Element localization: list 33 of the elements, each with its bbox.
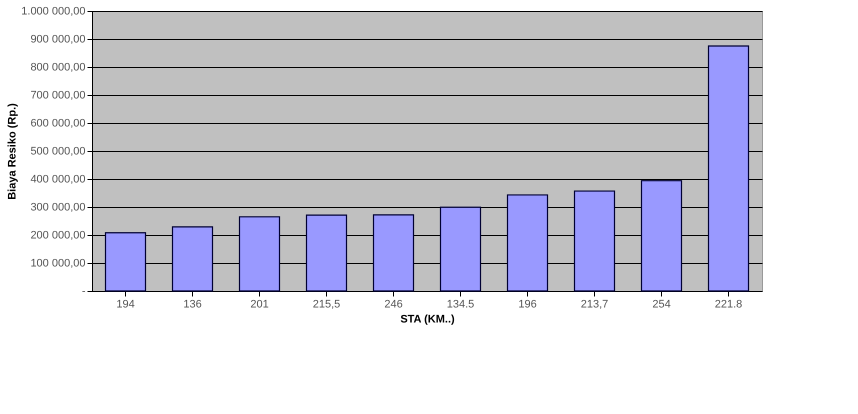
- y-tick-label: 800 000,00: [30, 62, 86, 74]
- bar: [708, 45, 750, 292]
- bar: [306, 214, 348, 292]
- bar: [506, 194, 548, 292]
- y-tick-label: 400 000,00: [30, 174, 86, 186]
- y-tick-label: 300 000,00: [30, 202, 86, 214]
- x-tick-label: 196: [518, 298, 537, 310]
- y-tick-label: 900 000,00: [30, 34, 86, 46]
- bar: [640, 180, 682, 292]
- x-tick-label: 254: [652, 298, 671, 310]
- x-tick-label: 246: [384, 298, 403, 310]
- x-tick-label: 221.8: [714, 298, 742, 310]
- y-tick-label: -: [82, 286, 86, 298]
- bar: [238, 216, 280, 292]
- bar: [574, 190, 616, 292]
- x-tick-label: 215,5: [312, 298, 340, 310]
- x-tick-label: 194: [116, 298, 135, 310]
- y-tick-label: 700 000,00: [30, 90, 86, 102]
- bar: [440, 206, 482, 292]
- bar: [104, 232, 146, 292]
- x-tick-label: 134.5: [446, 298, 474, 310]
- bar: [172, 226, 214, 292]
- y-tick-label: 500 000,00: [30, 146, 86, 158]
- y-tick-label: 600 000,00: [30, 118, 86, 130]
- x-axis-title: STA (KM..): [400, 314, 456, 326]
- x-tick-label: 213,7: [580, 298, 608, 310]
- y-tick-label: 200 000,00: [30, 230, 86, 242]
- bar: [372, 214, 414, 292]
- y-axis-title: Biaya Resiko (Rp.): [6, 102, 18, 200]
- x-tick-label: 201: [250, 298, 269, 310]
- x-tick-label: 136: [183, 298, 202, 310]
- y-tick-label: 100 000,00: [30, 258, 86, 270]
- y-tick-label: 1.000 000,00: [21, 6, 86, 18]
